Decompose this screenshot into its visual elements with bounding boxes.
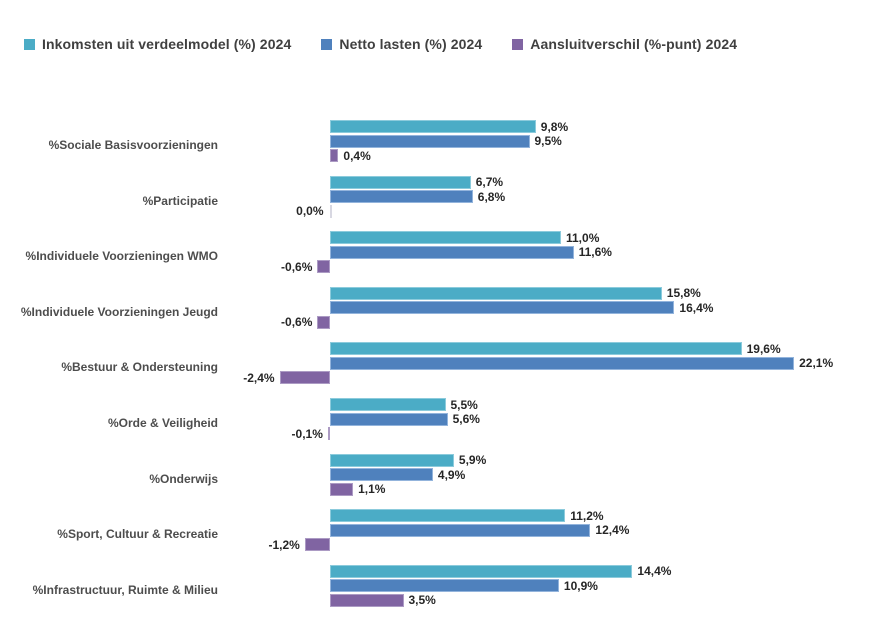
value-label: 5,9% [458,453,487,468]
bar [330,134,530,148]
bar [330,190,473,204]
value-label: 5,6% [452,412,480,426]
legend-item: Netto lasten (%) 2024 [321,36,482,52]
bar [330,482,354,496]
chart-legend: Inkomsten uit verdeelmodel (%) 2024 Netto… [24,36,737,52]
category-label: %Sport, Cultuur & Recreatie [57,527,218,542]
value-label: 12,4% [595,523,630,538]
value-label: 6,8% [477,189,506,204]
bar [330,301,675,315]
value-label: 10,9% [563,578,598,593]
category-label: %Individuele Voorzieningen Jeugd [20,304,218,319]
value-label: 4,9% [437,467,466,482]
value-label: 15,8% [666,286,701,301]
value-label: 9,5% [534,134,562,148]
value-label: 11,0% [566,230,600,245]
value-label: 14,4% [637,564,672,579]
bar [330,564,633,578]
bar [330,231,561,245]
value-label: 9,8% [540,119,569,134]
bar [279,371,330,385]
value-label: 1,1% [358,482,386,497]
bar [327,427,330,440]
legend-label: Netto lasten (%) 2024 [339,36,483,52]
bar [317,260,330,274]
bar [330,453,454,467]
category-label: %Sociale Basisvoorzieningen [48,138,218,152]
bar [330,286,662,300]
value-label: 5,5% [450,397,478,412]
category-label: %Infrastructuur, Ruimte & Milieu [32,582,218,597]
value-label: 0,0% [296,204,324,219]
value-label: -0,1% [291,426,323,441]
bar [330,468,433,482]
value-label: -0,6% [281,259,313,274]
value-label: -1,2% [268,537,300,552]
legend-item: Aansluitverschil (%-punt) 2024 [512,36,737,52]
legend-swatch-icon [24,38,35,50]
category-label: %Onderwijs [149,471,218,486]
bar [330,245,574,259]
category-label: %Bestuur & Ondersteuning [61,360,218,375]
value-label: 6,7% [475,175,504,190]
value-label: -2,4% [243,370,275,385]
category-label: %Individuele Voorzieningen WMO [25,249,218,264]
bar [330,593,404,607]
bar [330,175,471,189]
bar [330,120,536,133]
value-label: -0,6% [281,315,313,330]
value-label: 16,4% [679,300,714,315]
legend-swatch-icon [512,38,524,50]
bar [330,342,742,356]
bar [317,315,330,329]
value-label: 11,6% [578,245,612,260]
value-label: 22,1% [799,356,834,371]
bar [304,538,330,552]
bar [330,398,446,411]
value-label: 3,5% [408,593,436,608]
legend-item: Inkomsten uit verdeelmodel (%) 2024 [24,36,291,52]
bar [330,149,339,162]
legend-swatch-icon [321,38,333,50]
bar [330,523,591,537]
legend-label: Inkomsten uit verdeelmodel (%) 2024 [42,36,292,52]
value-label: 11,2% [570,508,604,523]
category-label: %Orde & Veiligheid [107,416,218,430]
value-label: 19,6% [746,341,781,356]
bar [330,204,332,218]
value-label: 0,4% [343,148,371,163]
bar [330,579,559,593]
category-label: %Participatie [142,193,218,208]
bar [330,509,566,523]
bar [330,412,448,426]
legend-label: Aansluitverschil (%-punt) 2024 [530,36,738,52]
bar [330,356,795,370]
